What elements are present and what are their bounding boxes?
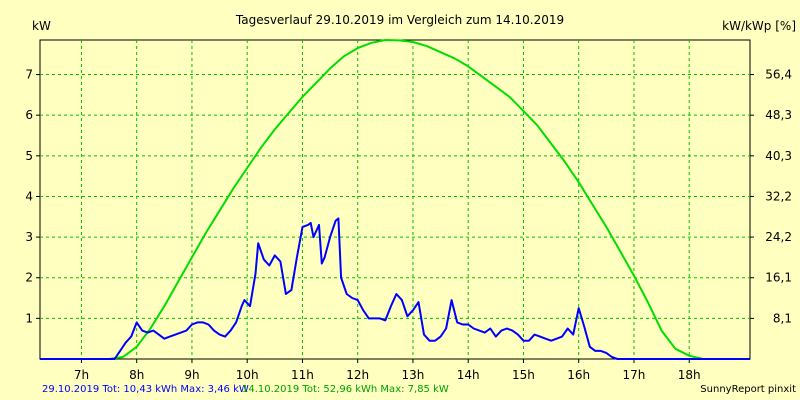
x-tick-label: 16h xyxy=(567,368,590,382)
y-tick-label-right: 40,3 xyxy=(765,149,792,163)
x-tick-label: 11h xyxy=(291,368,314,382)
y-ticks: 1 8,1 2 16,1 3 24,2 4 32,2 5 40,3 6 48,3 7 56,4 xyxy=(25,68,792,326)
footer-green-summary: 14.10.2019 Tot: 52,96 kWh Max: 7,85 kW xyxy=(242,384,449,395)
x-tick-label: 9h xyxy=(184,368,199,382)
y-tick-label-right: 8,1 xyxy=(773,311,792,325)
x-tick-label: 8h xyxy=(129,368,144,382)
series-line-29.10.2019 xyxy=(40,217,750,360)
x-tick-label: 14h xyxy=(457,368,480,382)
chart-title: Tagesverlauf 29.10.2019 im Vergleich zum… xyxy=(235,13,564,27)
series-group xyxy=(40,39,750,360)
x-tick-label: 7h xyxy=(74,368,89,382)
y-tick-label-right: 32,2 xyxy=(765,189,792,203)
series-line-14.10.2019 xyxy=(40,39,750,360)
y-tick-label-right: 56,4 xyxy=(765,68,792,82)
x-tick-label: 10h xyxy=(236,368,259,382)
y-tick-label-left: 2 xyxy=(25,271,33,285)
y-tick-label-left: 1 xyxy=(25,311,33,325)
x-tick-label: 15h xyxy=(512,368,535,382)
y-tick-label-right: 16,1 xyxy=(765,271,792,285)
x-tick-label: 13h xyxy=(402,368,425,382)
plot-area xyxy=(39,39,751,360)
y-axis-label-left: kW xyxy=(32,19,51,33)
y-tick-label-right: 48,3 xyxy=(765,108,792,122)
y-tick-label-left: 7 xyxy=(25,68,33,82)
x-tick-label: 17h xyxy=(623,368,646,382)
y-tick-label-left: 5 xyxy=(25,149,33,163)
y-tick-label-left: 6 xyxy=(25,108,33,122)
y-tick-label-left: 4 xyxy=(25,189,33,203)
footer-blue-summary: 29.10.2019 Tot: 10,43 kWh Max: 3,46 kW xyxy=(42,384,249,395)
footer-credit: SunnyReport pinxit xyxy=(700,384,796,395)
x-tick-label: 12h xyxy=(346,368,369,382)
y-tick-label-left: 3 xyxy=(25,230,33,244)
y-tick-label-right: 24,2 xyxy=(765,230,792,244)
y-axis-label-right: kW/kWp [%] xyxy=(722,19,796,33)
grid xyxy=(40,40,750,359)
x-ticks: 7h 8h 9h 10h 11h 12h 13h 14h 15h 16h 17h 18h xyxy=(74,359,701,382)
plot-border xyxy=(39,39,751,360)
x-tick-label: 18h xyxy=(678,368,701,382)
